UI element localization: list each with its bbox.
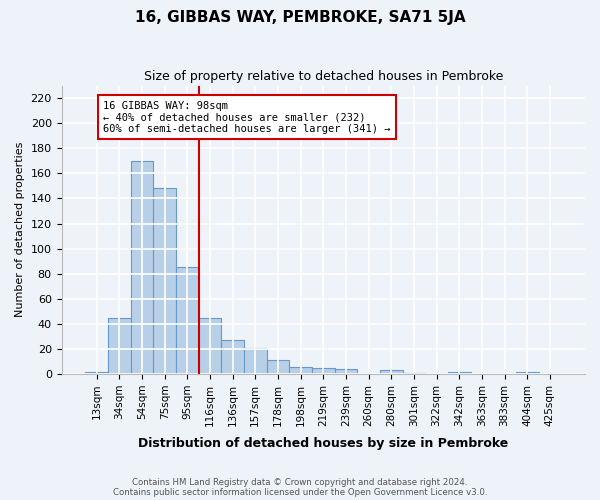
Title: Size of property relative to detached houses in Pembroke: Size of property relative to detached ho…: [143, 70, 503, 83]
Text: 16, GIBBAS WAY, PEMBROKE, SA71 5JA: 16, GIBBAS WAY, PEMBROKE, SA71 5JA: [134, 10, 466, 25]
Bar: [176, 268, 199, 374]
Bar: [221, 340, 244, 374]
Bar: [516, 372, 539, 374]
Bar: [131, 161, 154, 374]
X-axis label: Distribution of detached houses by size in Pembroke: Distribution of detached houses by size …: [138, 437, 508, 450]
Bar: [108, 318, 131, 374]
Bar: [266, 360, 289, 374]
Bar: [244, 348, 266, 374]
Bar: [403, 373, 425, 374]
Bar: [312, 368, 335, 374]
Text: 16 GIBBAS WAY: 98sqm
← 40% of detached houses are smaller (232)
60% of semi-deta: 16 GIBBAS WAY: 98sqm ← 40% of detached h…: [103, 100, 391, 134]
Bar: [289, 366, 312, 374]
Bar: [380, 370, 403, 374]
Text: Contains HM Land Registry data © Crown copyright and database right 2024.
Contai: Contains HM Land Registry data © Crown c…: [113, 478, 487, 497]
Y-axis label: Number of detached properties: Number of detached properties: [15, 142, 25, 318]
Bar: [448, 372, 470, 374]
Bar: [335, 369, 357, 374]
Bar: [154, 188, 176, 374]
Bar: [85, 372, 108, 374]
Bar: [199, 318, 221, 374]
